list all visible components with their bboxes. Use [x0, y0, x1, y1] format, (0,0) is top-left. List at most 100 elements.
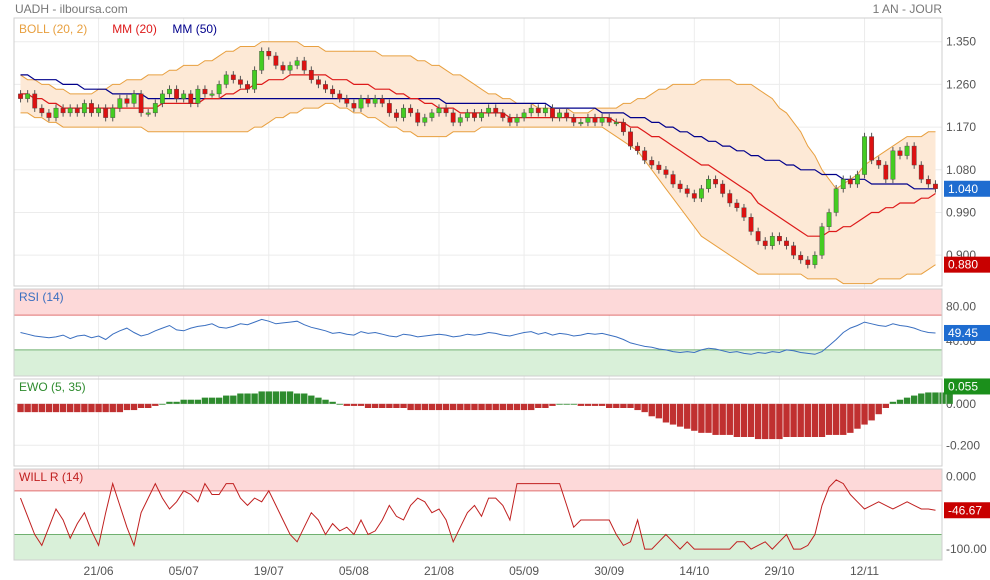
ewo-bar — [137, 403, 145, 408]
candle — [230, 74, 236, 80]
ewo-bar — [684, 403, 691, 429]
price-tick-label: 1.170 — [946, 120, 976, 134]
candle — [152, 103, 158, 114]
candle — [174, 88, 179, 99]
candle — [25, 93, 31, 99]
candle — [826, 212, 832, 227]
candle — [713, 179, 718, 185]
legend-entry-1: MM (20) — [112, 22, 157, 36]
candle — [812, 254, 818, 265]
price-tick-label: 1.080 — [946, 163, 976, 177]
candle — [805, 259, 811, 265]
ewo-bar — [832, 403, 840, 435]
candle — [294, 60, 300, 66]
price-tick-label: 1.350 — [946, 35, 976, 49]
ewo-bar — [634, 403, 641, 411]
ewo-bar — [797, 403, 804, 437]
ewo-bar — [584, 403, 592, 406]
candle — [699, 188, 704, 199]
ewo-bar — [875, 403, 882, 415]
ewo-bar — [676, 403, 684, 427]
candle — [74, 107, 80, 114]
willr-oversold-zone — [14, 534, 942, 560]
ewo-bar — [946, 392, 953, 404]
candle — [316, 79, 321, 85]
candle — [769, 235, 775, 246]
willr-tick-label: 0.000 — [946, 469, 976, 483]
ewo-bar — [166, 401, 173, 404]
ewo-bar — [223, 395, 230, 404]
ewo-bar — [208, 397, 216, 404]
ewo-bar — [932, 392, 939, 404]
ewo-bar — [371, 403, 379, 408]
ewo-bar — [825, 403, 833, 435]
ewo-bar — [293, 393, 301, 404]
candle — [521, 112, 527, 118]
x-tick-label: 29/10 — [764, 564, 794, 578]
ewo-bar — [818, 403, 826, 437]
candle — [777, 235, 782, 242]
ewo-tick-label: 0.000 — [946, 397, 976, 411]
ewo-bar — [662, 403, 670, 423]
ewo-bar — [740, 403, 748, 437]
candle — [46, 112, 52, 118]
candle — [195, 88, 201, 104]
candle — [620, 122, 626, 133]
candle — [252, 69, 257, 90]
ewo-bar — [109, 403, 116, 413]
candle — [528, 107, 534, 114]
x-tick-label: 05/07 — [169, 564, 199, 578]
bollinger-lower — [20, 102, 936, 285]
ewo-bar — [882, 403, 889, 408]
ewo-bar — [754, 403, 762, 440]
candle — [266, 51, 272, 57]
ewo-bar — [357, 403, 365, 406]
candle — [642, 150, 648, 161]
rsi-tick-label: 80.00 — [946, 299, 976, 313]
candle — [18, 93, 23, 99]
candle — [181, 93, 187, 99]
candle — [39, 107, 45, 114]
candle — [408, 107, 414, 114]
candle — [514, 117, 520, 123]
candle — [592, 117, 598, 123]
ewo-bar — [414, 403, 421, 411]
candle — [507, 117, 513, 123]
candle — [379, 98, 385, 104]
candle — [394, 112, 399, 118]
x-tick-label: 19/07 — [254, 564, 284, 578]
candle — [677, 183, 683, 189]
candle — [550, 107, 555, 118]
candle — [869, 136, 875, 161]
candle — [464, 112, 470, 118]
ewo-bar — [215, 397, 223, 404]
ewo-bar — [24, 403, 31, 413]
candle — [386, 103, 392, 114]
ewo-bar — [783, 403, 790, 437]
candle — [401, 107, 406, 118]
ewo-bar — [698, 403, 705, 433]
price-tick-label: 0.990 — [946, 205, 976, 219]
ewo-legend: EWO (5, 35) — [19, 380, 86, 394]
ewo-bar — [159, 403, 166, 405]
ewo-bar — [45, 403, 53, 413]
ewo-bar — [861, 403, 868, 425]
ewo-bar — [329, 401, 336, 404]
ewo-bar — [910, 395, 918, 404]
candle — [138, 93, 144, 114]
period-label[interactable]: 1 AN - JOUR — [872, 2, 942, 16]
x-tick-label: 14/10 — [679, 564, 709, 578]
candle — [557, 112, 562, 118]
ewo-bar — [669, 403, 677, 425]
candle — [287, 65, 293, 71]
ewo-bar — [691, 403, 698, 431]
ewo-bar — [428, 403, 436, 411]
x-tick-label: 05/08 — [339, 564, 369, 578]
ewo-bar — [492, 403, 499, 411]
candle — [131, 93, 137, 104]
rsi-overbought-zone — [14, 289, 942, 316]
candle — [784, 240, 789, 246]
ewo-last-badge-label: 0.055 — [948, 379, 978, 393]
ewo-bar — [535, 403, 542, 408]
